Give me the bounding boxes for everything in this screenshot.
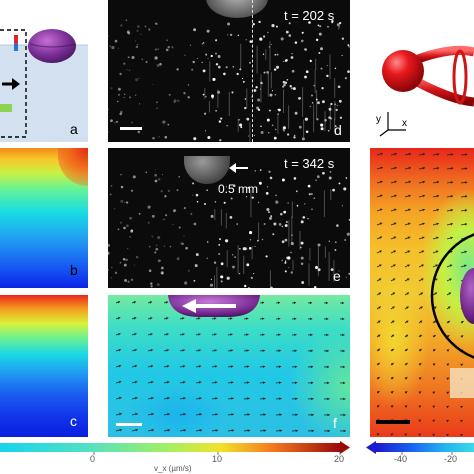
panel-f: f — [108, 295, 350, 437]
panel-d-label: d — [334, 122, 342, 138]
panel-e-time: t = 342 s — [284, 156, 335, 171]
panel-d-particle-image — [108, 19, 350, 142]
panel-f-droplet — [168, 295, 260, 317]
panel-e-particle-image — [108, 167, 350, 288]
panel-velocity-map — [370, 148, 474, 437]
colorbar-left-label: v_x (µm/s) — [154, 464, 192, 473]
panel-f-vector-field — [115, 301, 346, 433]
panel-3d-schematic: y x — [370, 0, 474, 142]
colorbar-right-graphic — [366, 441, 474, 455]
panel-c-label: c — [70, 413, 77, 429]
droplet-shape — [28, 29, 76, 63]
scale-bar-f — [116, 423, 142, 426]
colorbar-right-tick-0: -40 — [394, 454, 408, 464]
axis-x-label: x — [402, 118, 407, 129]
panel-c: c — [0, 295, 88, 437]
panel-f-label: f — [333, 415, 337, 431]
panel-a: a — [0, 0, 88, 142]
colorbar-right: -40 -20 — [366, 441, 474, 474]
colorbar-left-tick-2: 20 — [334, 454, 345, 464]
panel-d-time: t = 202 s — [284, 8, 335, 23]
panel-a-schematic — [0, 0, 88, 142]
colorbar-left-graphic — [0, 441, 350, 455]
panel-d: t = 202 s d — [108, 0, 350, 142]
dashed-guide-line — [252, 0, 253, 142]
axis-y-label: y — [376, 114, 381, 125]
droplet-cross-section — [460, 268, 474, 324]
sphere-shape — [382, 50, 424, 92]
scale-bar-d — [120, 127, 142, 130]
colorbar-left: 0 10 20 v_x (µm/s) — [0, 441, 352, 474]
panel-e-scale-text: 0.5 mm — [218, 182, 259, 196]
sphere-cylinder-rendering: y x — [376, 45, 474, 137]
panel-a-label: a — [70, 121, 78, 137]
colorbar-right-tick-1: -20 — [444, 454, 458, 464]
panel-b: b — [0, 148, 88, 288]
panel-b-label: b — [70, 262, 78, 278]
panel-e: t = 342 s 0.5 mm e — [108, 148, 350, 288]
panel-e-label: e — [333, 268, 341, 284]
velocity-map-overlay — [376, 233, 474, 424]
colorbar-left-tick-0: 0 — [90, 454, 96, 464]
colorbar-left-tick-1: 10 — [212, 454, 223, 464]
scale-bar-right — [376, 420, 410, 424]
measurement-arrow — [229, 163, 248, 173]
